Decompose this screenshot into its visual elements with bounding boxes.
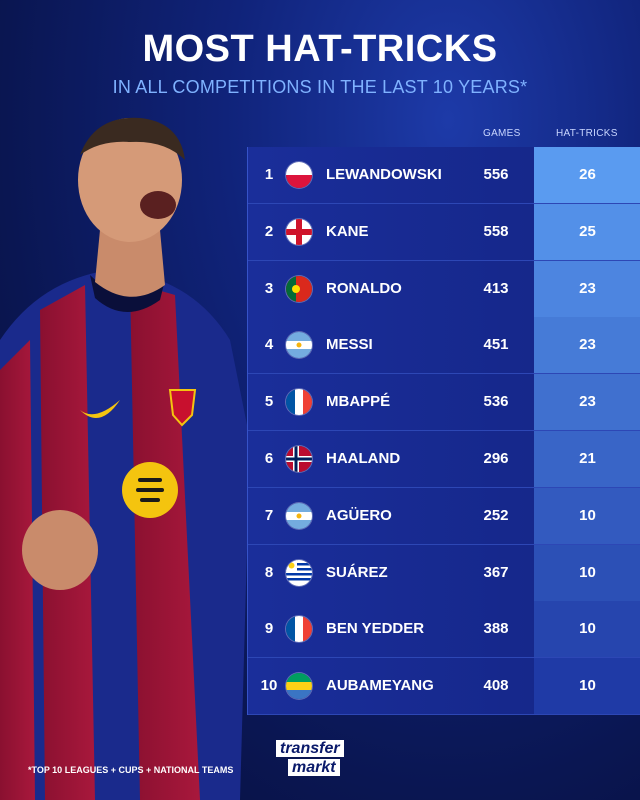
games-value: 536: [483, 393, 509, 411]
gabon-flag-icon: [286, 673, 312, 700]
table-row: 8 SUÁREZ 367 10: [248, 544, 640, 602]
portugal-flag-icon: [286, 275, 312, 302]
hattricks-value: 10: [534, 487, 640, 544]
player-name: KANE: [326, 222, 369, 240]
footnote: *TOP 10 LEAGUES + CUPS + NATIONAL TEAMS: [28, 765, 234, 775]
rank-number: 3: [264, 279, 274, 297]
table-row: 5 MBAPPÉ 536 23: [248, 374, 640, 432]
rank-number: 4: [264, 336, 274, 354]
table-row: 7 AGÜERO 252 10: [248, 487, 640, 545]
ranking-table: 1 LEWANDOWSKI 556 26 2 KANE 558 25 3 RONALDO 413 23…: [247, 147, 640, 716]
poland-flag-icon: [286, 162, 312, 188]
table-row: 6 HAALAND 296 21: [248, 431, 640, 488]
table-row: 1 LEWANDOWSKI 556 26: [248, 147, 640, 204]
transfermarkt-logo: transfer markt: [276, 740, 364, 778]
column-header-hattricks: HAT-TRICKS: [556, 128, 618, 139]
rank-number: 2: [264, 222, 274, 240]
hattricks-value: 21: [534, 431, 640, 487]
player-name: MBAPPÉ: [326, 393, 391, 411]
rank-number: 1: [264, 166, 274, 183]
player-name: RONALDO: [326, 279, 402, 297]
page-subtitle: IN ALL COMPETITIONS IN THE LAST 10 YEARS…: [112, 77, 528, 97]
hattricks-value: 23: [534, 374, 640, 431]
norway-flag-icon: [286, 446, 312, 472]
hattricks-value: 25: [534, 203, 640, 260]
france-flag-icon: [286, 616, 312, 643]
table-row: 10 AUBAMEYANG 408 10: [248, 658, 640, 716]
player-photo: [0, 117, 250, 800]
player-name: SUÁREZ: [326, 563, 388, 581]
logo-line-1: transfer: [276, 740, 344, 757]
rank-number: 8: [264, 563, 274, 581]
page-title: MOST HAT-TRICKS: [142, 28, 498, 70]
argentina-flag-icon: [286, 502, 312, 529]
rank-number: 6: [264, 450, 274, 467]
player-name: AGÜERO: [326, 506, 392, 524]
uruguay-flag-icon: [286, 559, 312, 586]
hattricks-value: 10: [534, 601, 640, 658]
games-value: 388: [483, 620, 509, 638]
games-value: 408: [483, 677, 509, 695]
hattricks-value: 10: [534, 544, 640, 601]
player-name: HAALAND: [326, 450, 401, 467]
column-header-games: GAMES: [483, 128, 521, 139]
hattricks-value: 23: [534, 260, 640, 317]
england-flag-icon: [286, 218, 312, 245]
games-value: 252: [483, 506, 509, 524]
hattricks-value: 23: [534, 317, 640, 374]
table-row: 3 RONALDO 413 23: [248, 260, 640, 318]
rank-number: 5: [264, 393, 274, 411]
player-name: AUBAMEYANG: [326, 677, 434, 695]
games-value: 556: [483, 166, 509, 183]
games-value: 451: [483, 336, 509, 354]
argentina-flag-icon: [286, 332, 312, 359]
france-flag-icon: [286, 389, 312, 416]
rank-number: 7: [264, 506, 274, 524]
table-row: 2 KANE 558 25: [248, 203, 640, 261]
player-name: MESSI: [326, 336, 373, 354]
table-row: 9 BEN YEDDER 388 10: [248, 601, 640, 659]
player-name: BEN YEDDER: [326, 620, 425, 638]
hattricks-value: 10: [534, 658, 640, 715]
table-row: 4 MESSI 451 23: [248, 317, 640, 375]
games-value: 367: [483, 563, 509, 581]
player-name: LEWANDOWSKI: [326, 166, 442, 183]
games-value: 558: [483, 222, 509, 240]
rank-number: 10: [260, 677, 278, 695]
hattricks-value: 26: [534, 147, 640, 203]
games-value: 413: [483, 279, 509, 297]
logo-line-2: markt: [288, 759, 340, 776]
rank-number: 9: [264, 620, 274, 638]
games-value: 296: [483, 450, 509, 467]
